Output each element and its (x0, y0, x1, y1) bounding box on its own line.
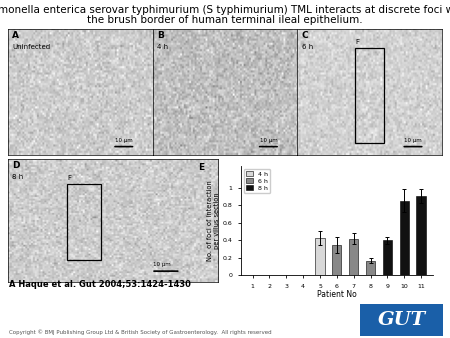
Text: 10 μm: 10 μm (115, 138, 133, 143)
Text: 8 h: 8 h (12, 174, 23, 180)
Text: A: A (13, 31, 19, 40)
Text: B: B (157, 31, 164, 40)
Text: GUT: GUT (378, 311, 426, 329)
Text: E: E (198, 164, 205, 172)
Bar (416, 196, 426, 275)
Bar (67, 184, 101, 260)
Bar (366, 261, 375, 275)
Text: 4 h: 4 h (157, 44, 168, 50)
Text: C: C (302, 31, 308, 40)
Bar (355, 48, 384, 143)
Bar (349, 239, 358, 275)
Bar (400, 201, 409, 275)
Bar (315, 238, 324, 275)
Bar (332, 245, 342, 275)
Text: Uninfected: Uninfected (13, 44, 50, 50)
Text: Salmonella enterica serovar typhimurium (S typhimurium) TML interacts at discret: Salmonella enterica serovar typhimurium … (0, 5, 450, 15)
Text: 6 h: 6 h (302, 44, 313, 50)
Legend: 4 h, 6 h, 8 h: 4 h, 6 h, 8 h (244, 169, 270, 193)
Text: D: D (12, 161, 20, 170)
Text: 10 μm: 10 μm (404, 138, 422, 143)
Text: 10 μm: 10 μm (260, 138, 278, 143)
Text: 10 μm: 10 μm (153, 262, 171, 267)
Text: Copyright © BMJ Publishing Group Ltd & British Society of Gastroenterology.  All: Copyright © BMJ Publishing Group Ltd & B… (9, 329, 272, 335)
Text: F: F (355, 39, 359, 45)
Y-axis label: No. of foci of interaction
per villus section: No. of foci of interaction per villus se… (207, 180, 220, 261)
X-axis label: Patient No: Patient No (317, 290, 357, 299)
Text: the brush border of human terminal ileal epithelium.: the brush border of human terminal ileal… (87, 15, 363, 25)
Bar (383, 240, 392, 275)
Text: A Haque et al. Gut 2004;53:1424-1430: A Haque et al. Gut 2004;53:1424-1430 (9, 280, 191, 289)
Text: F: F (67, 175, 71, 181)
